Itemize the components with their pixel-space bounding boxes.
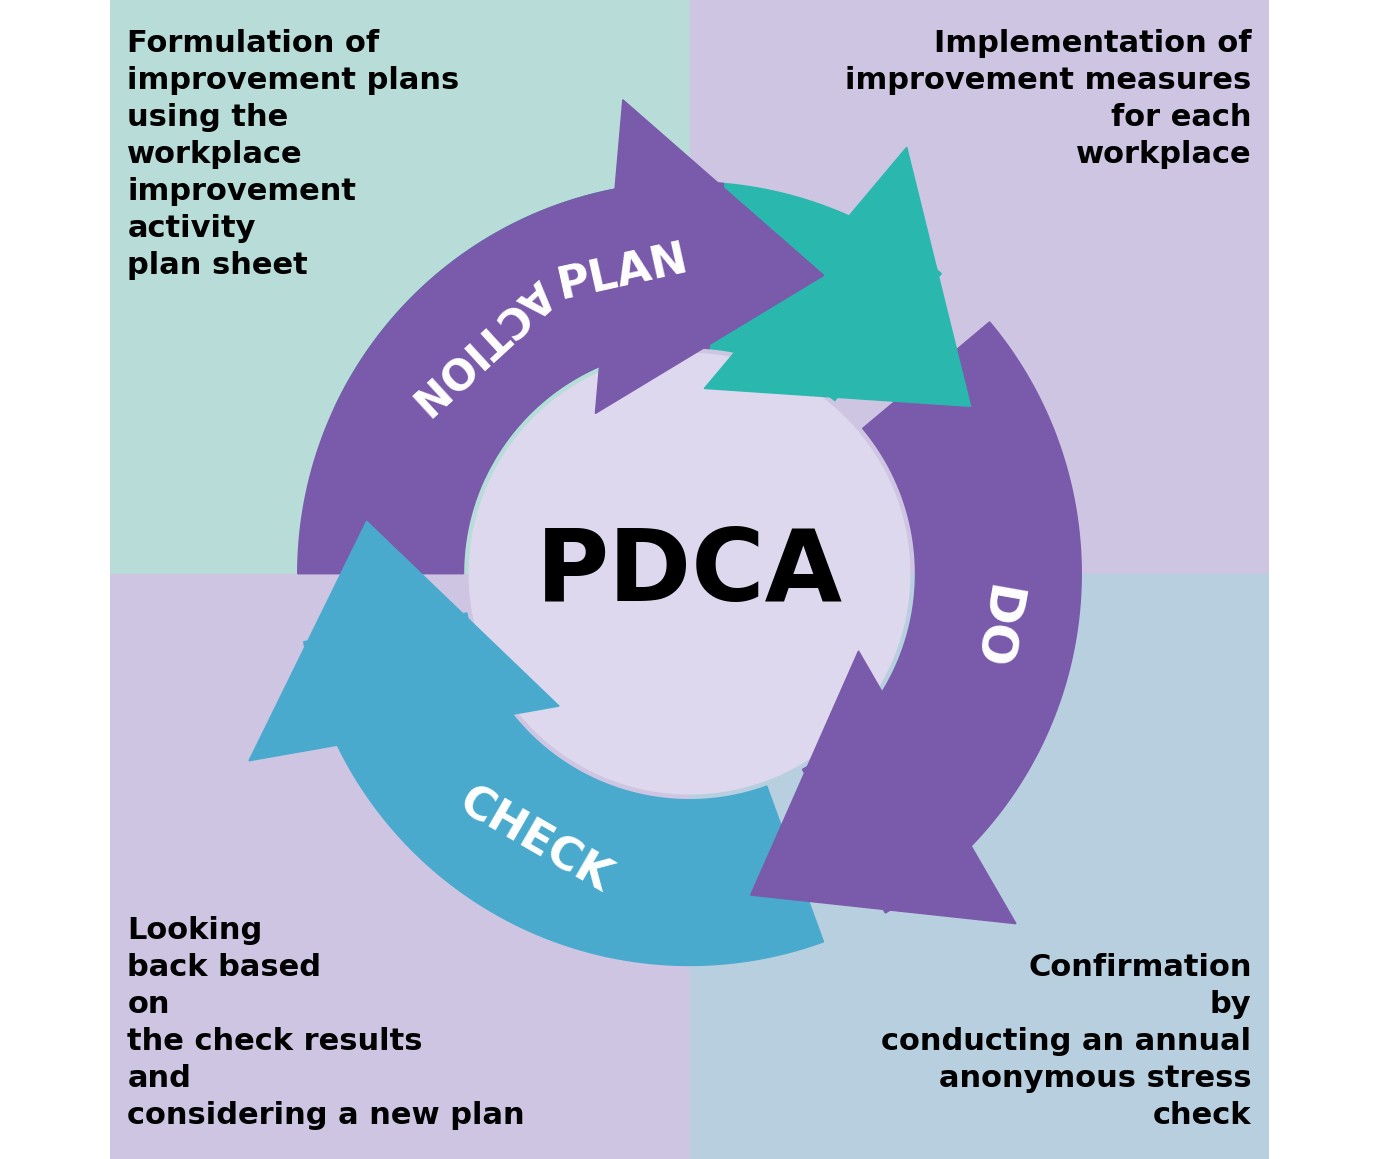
- Text: Formulation of
improvement plans
using the
workplace
improvement
activity
plan s: Formulation of improvement plans using t…: [127, 29, 459, 280]
- Text: ACTION: ACTION: [401, 270, 560, 422]
- Text: Implementation of
improvement measures
for each
workplace: Implementation of improvement measures f…: [845, 29, 1252, 169]
- Polygon shape: [705, 147, 971, 407]
- Polygon shape: [596, 100, 823, 414]
- Bar: [690, 0, 1269, 574]
- Text: CHECK: CHECK: [451, 781, 619, 902]
- Polygon shape: [335, 182, 942, 479]
- Text: PDCA: PDCA: [536, 525, 843, 622]
- Polygon shape: [303, 613, 823, 965]
- Polygon shape: [250, 522, 558, 760]
- Bar: [110, 574, 690, 1159]
- Circle shape: [469, 353, 910, 794]
- Polygon shape: [750, 651, 1016, 924]
- Text: Looking
back based
on
the check results
and
considering a new plan: Looking back based on the check results …: [127, 916, 525, 1130]
- Text: Confirmation
by
conducting an annual
anonymous stress
check: Confirmation by conducting an annual ano…: [881, 953, 1252, 1130]
- Text: PLAN: PLAN: [553, 236, 692, 307]
- Text: DO: DO: [963, 582, 1025, 673]
- Bar: [110, 0, 690, 574]
- Bar: [690, 574, 1269, 1159]
- Polygon shape: [298, 182, 724, 574]
- Polygon shape: [803, 322, 1081, 913]
